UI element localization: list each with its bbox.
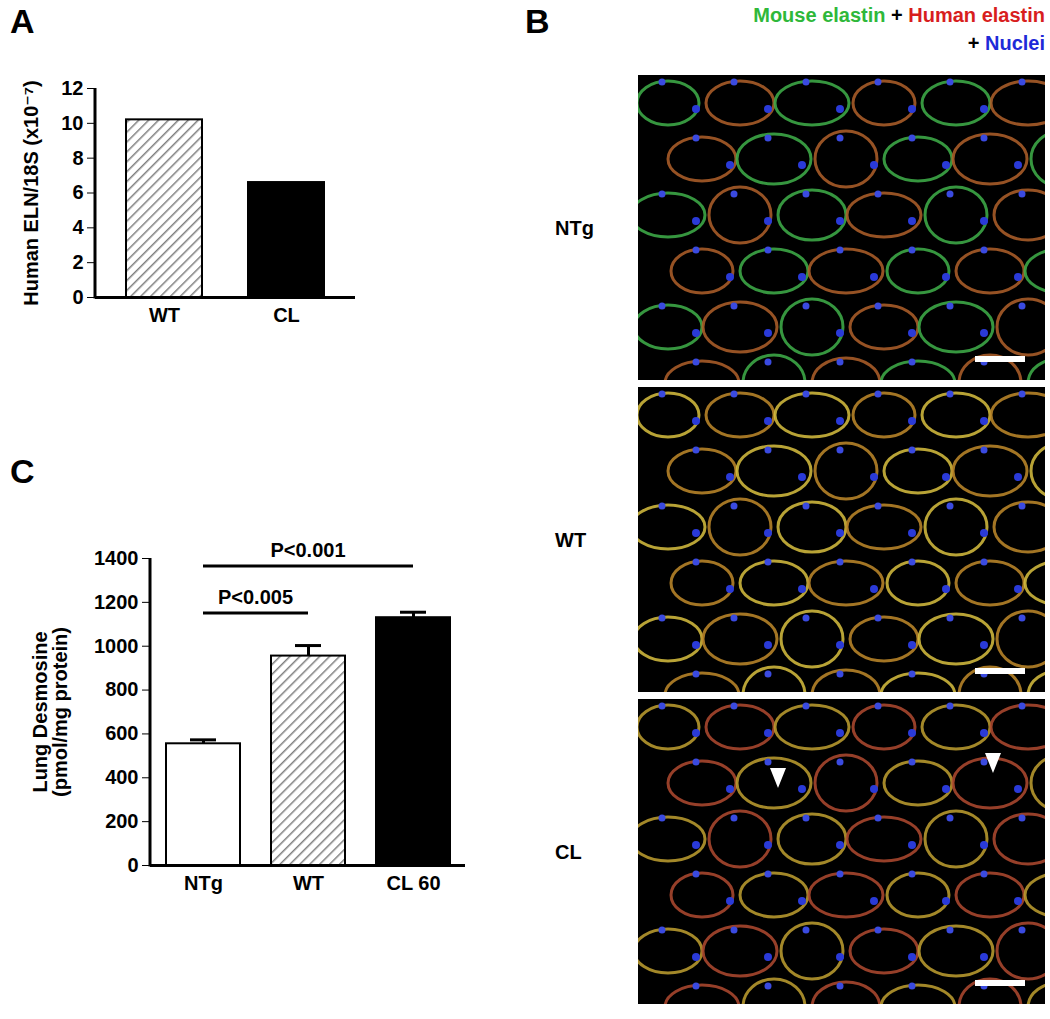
svg-text:WT: WT [149,304,180,326]
svg-text:WT: WT [555,529,586,551]
html-text:B: B [525,2,550,40]
svg-text:0: 0 [127,854,138,876]
svg-text:400: 400 [105,766,138,788]
svg-text:Lung Desmosine(pmol/mg protein: Lung Desmosine(pmol/mg protein) [29,627,71,797]
svg-text:2: 2 [72,251,83,273]
svg-text:CL 60: CL 60 [386,872,440,894]
svg-text:P<0.005: P<0.005 [218,586,293,608]
svg-text:800: 800 [105,678,138,700]
html-text:A: A [10,2,35,40]
html-text:C: C [10,452,35,490]
svg-text:+ Nuclei: + Nuclei [968,32,1045,54]
svg-text:CL: CL [555,841,582,863]
svg-text:200: 200 [105,810,138,832]
svg-text:1400: 1400 [94,547,139,569]
svg-text:Mouse elastin + Human elastin: Mouse elastin + Human elastin [753,4,1045,26]
svg-text:NTg: NTg [184,872,223,894]
svg-text:NTg: NTg [555,217,594,239]
svg-text:12: 12 [61,77,83,99]
svg-text:Human ELN/18S (x10⁻⁷): Human ELN/18S (x10⁻⁷) [20,80,42,306]
svg-text:4: 4 [72,216,84,238]
svg-text:CL: CL [273,304,300,326]
svg-text:1000: 1000 [94,635,139,657]
svg-text:WT: WT [293,872,324,894]
svg-text:6: 6 [72,181,83,203]
svg-text:0: 0 [72,286,83,308]
svg-text:1200: 1200 [94,591,139,613]
svg-text:10: 10 [61,112,83,134]
svg-text:P<0.001: P<0.001 [270,539,345,561]
svg-text:8: 8 [72,147,83,169]
svg-text:600: 600 [105,722,138,744]
